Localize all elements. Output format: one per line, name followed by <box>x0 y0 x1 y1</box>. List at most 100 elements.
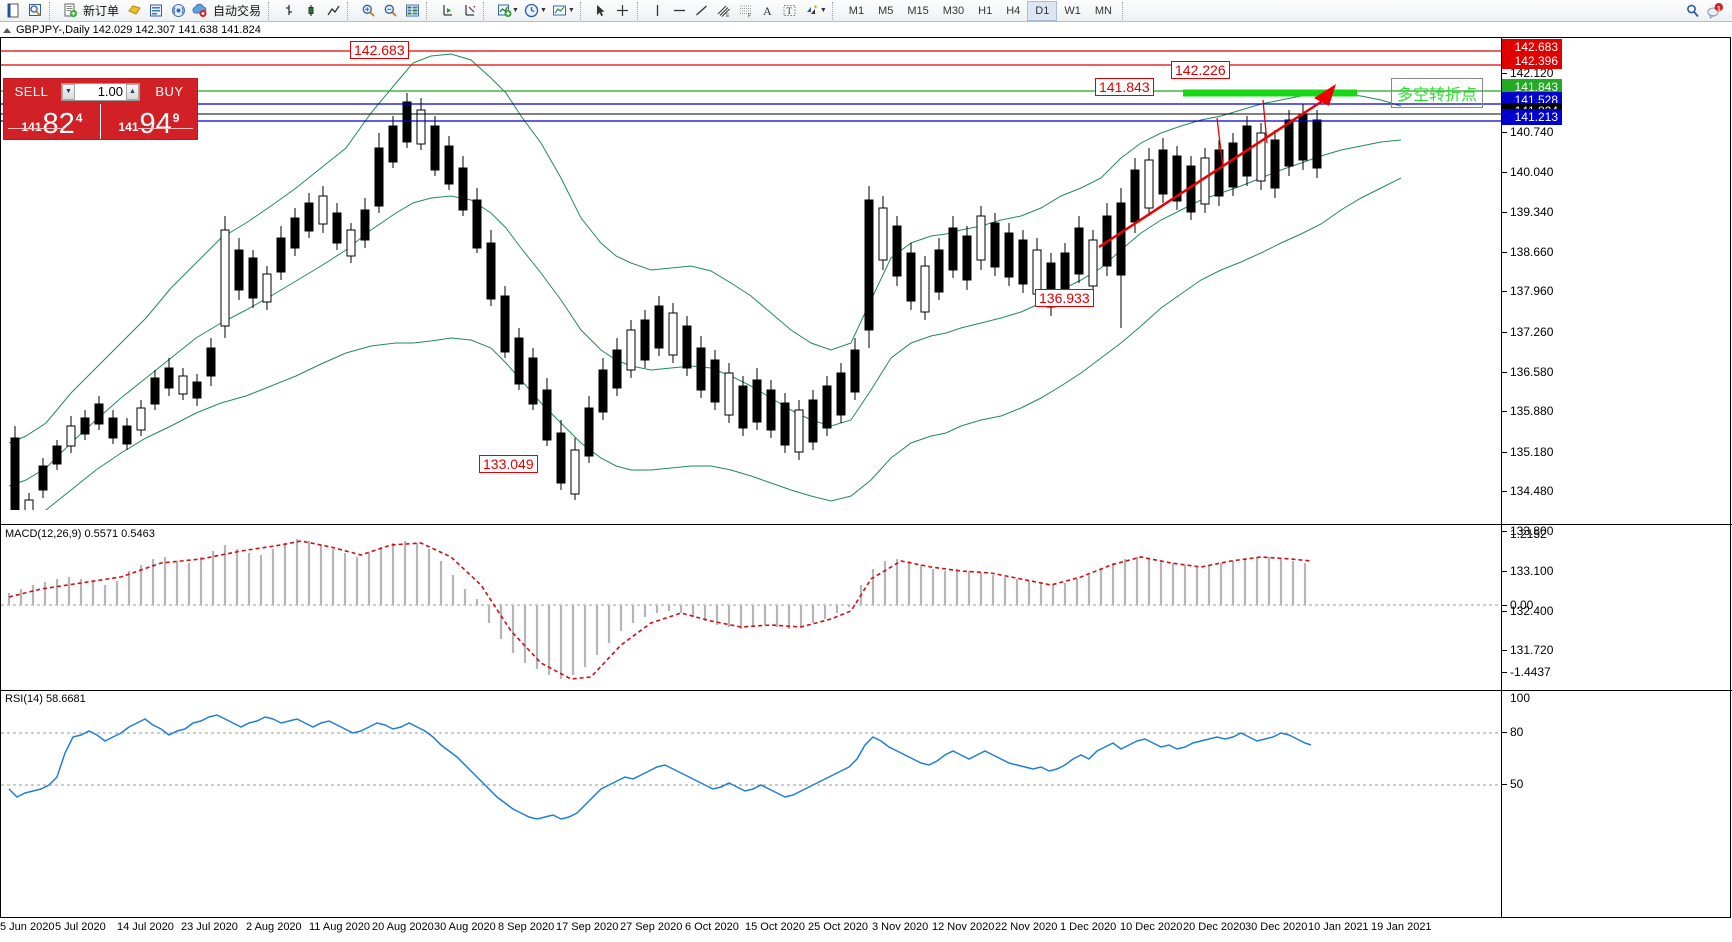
period-clock-icon[interactable] <box>521 1 543 21</box>
date-label: 25 Oct 2020 <box>808 921 868 933</box>
price-tag-142226[interactable]: 142.226 <box>1171 61 1230 79</box>
price-pane[interactable] <box>1 38 1501 510</box>
sell-price-prefix: 141 <box>21 120 42 134</box>
new-order-icon[interactable] <box>59 1 81 21</box>
bollinger-upper-band <box>8 53 1402 444</box>
price-tag-133049[interactable]: 133.049 <box>479 455 538 473</box>
macd-scale-zero: 0.00 <box>1510 598 1534 612</box>
terminal-icon[interactable] <box>145 1 167 21</box>
svg-text:A: A <box>763 4 772 18</box>
macd-indicator-label: MACD(12,26,9) 0.5571 0.5463 <box>3 528 155 540</box>
svg-text:T: T <box>787 6 793 16</box>
macd-pane[interactable] <box>1 527 1501 689</box>
rsi-chart-svg <box>1 714 1501 820</box>
crosshair-icon[interactable] <box>612 1 634 21</box>
zoom-out-icon[interactable] <box>379 1 401 21</box>
search-icon[interactable] <box>1682 1 1704 21</box>
price-tag-136933[interactable]: 136.933 <box>1035 289 1094 307</box>
alert-icon[interactable]: 1 <box>1704 1 1726 21</box>
timeframe-m15[interactable]: M15 <box>907 4 929 17</box>
price-label-133800: 133.800 <box>1510 524 1554 538</box>
equidistant-channel-icon[interactable]: E <box>713 1 735 21</box>
arrows-icon[interactable]: ✦ <box>801 1 823 21</box>
candlestick-chart-icon[interactable] <box>300 1 322 21</box>
one-click-trading-panel[interactable]: SELL ▼ 1.00 ▲ BUY 141 82 4 141 <box>3 78 198 140</box>
timeframe-d1[interactable]: D1 <box>1027 0 1058 21</box>
date-label: 30 Dec 2020 <box>1245 921 1308 933</box>
price-badge-142683: 142.683 <box>1502 39 1562 55</box>
date-label: 14 Jul 2020 <box>117 921 174 933</box>
price-tick <box>1502 372 1507 373</box>
volume-input[interactable]: ▼ 1.00 ▲ <box>61 82 140 101</box>
trendline-icon[interactable] <box>691 1 713 21</box>
volume-decrement-button[interactable]: ▼ <box>62 83 75 100</box>
data-window-icon[interactable] <box>401 1 423 21</box>
volume-value[interactable]: 1.00 <box>97 84 123 99</box>
cursor-icon[interactable] <box>590 1 612 21</box>
price-tick <box>1502 411 1507 412</box>
timeframe-h4[interactable]: H4 <box>1006 4 1021 17</box>
timeframe-w1[interactable]: W1 <box>1064 4 1081 17</box>
trend-tick-1 <box>1216 117 1224 169</box>
yellow-folder-icon[interactable] <box>123 1 145 21</box>
new-order-label[interactable]: 新订单 <box>83 4 120 18</box>
bar-chart-icon[interactable] <box>278 1 300 21</box>
price-tag-141843[interactable]: 141.843 <box>1095 78 1154 96</box>
macd-tick <box>1502 605 1507 606</box>
date-label: 23 Jul 2020 <box>181 921 238 933</box>
rsi-scale-50: 50 <box>1510 777 1524 791</box>
timeframe-m1[interactable]: M1 <box>848 4 865 17</box>
timeframe-mn[interactable]: MN <box>1094 4 1112 17</box>
rsi-pane[interactable] <box>1 693 1501 863</box>
indicator-dropdown-caret-icon[interactable]: ▼ <box>512 7 519 14</box>
timeframe-m5[interactable]: M5 <box>878 4 894 17</box>
auto-scroll-icon[interactable] <box>436 1 458 21</box>
arrows-dropdown-caret-icon[interactable]: ▼ <box>819 7 827 14</box>
date-label: 20 Dec 2020 <box>1183 921 1246 933</box>
templates-dropdown-caret-icon[interactable]: ▼ <box>567 7 575 14</box>
date-label: 15 Oct 2020 <box>745 921 805 933</box>
buy-button[interactable]: 141 94 9 <box>100 104 197 139</box>
rsi-tick <box>1502 784 1507 785</box>
timeframe-m30[interactable]: M30 <box>942 4 965 17</box>
trend-tick-2 <box>1262 99 1268 144</box>
signal-icon[interactable] <box>167 1 189 21</box>
date-axis[interactable]: 5 Jun 2020 5 Jul 2020 14 Jul 2020 23 Jul… <box>0 919 1732 942</box>
volume-increment-button[interactable]: ▲ <box>126 83 139 100</box>
price-tick <box>1502 531 1507 532</box>
price-tag-142683[interactable]: 142.683 <box>350 41 409 59</box>
fibonacci-icon[interactable]: F <box>735 1 757 21</box>
new-chart-icon[interactable] <box>2 1 24 21</box>
add-indicator-icon[interactable] <box>493 1 515 21</box>
date-label: 3 Nov 2020 <box>872 921 929 933</box>
templates-icon[interactable] <box>549 1 571 21</box>
market-watch-icon[interactable] <box>24 1 46 21</box>
date-label: 17 Sep 2020 <box>556 921 619 933</box>
sell-button[interactable]: 141 82 4 <box>4 104 100 139</box>
chart-shift-icon[interactable] <box>458 1 480 21</box>
price-label-131720: 131.720 <box>1510 643 1554 657</box>
autotrade-label[interactable]: 自动交易 <box>213 4 262 18</box>
text-label-icon[interactable]: T <box>779 1 801 21</box>
period-dropdown-caret-icon[interactable]: ▼ <box>539 7 547 14</box>
text-box-turning-point[interactable]: 多空转折点 <box>1391 78 1484 108</box>
sell-label: SELL <box>14 84 49 99</box>
autotrade-icon[interactable] <box>189 1 211 21</box>
rsi-scale-100: 100 <box>1510 691 1531 705</box>
collapse-triangle-icon[interactable] <box>3 27 11 33</box>
rsi-scale-80: 80 <box>1510 725 1524 739</box>
vertical-line-icon[interactable] <box>647 1 669 21</box>
horizontal-line-icon[interactable] <box>669 1 691 21</box>
text-icon[interactable]: A <box>757 1 779 21</box>
price-axis[interactable]: 142.120 140.740 140.040 139.340 138.660 … <box>1501 38 1731 917</box>
chart-frame[interactable]: MACD(12,26,9) 0.5571 0.5463 RSI(14) 58.6… <box>0 37 1732 918</box>
price-tick <box>1502 291 1507 292</box>
price-label-132400: 132.400 <box>1510 604 1554 618</box>
price-tick <box>1502 452 1507 453</box>
line-chart-icon[interactable] <box>322 1 344 21</box>
price-label-137260: 137.260 <box>1510 325 1554 339</box>
svg-text:F: F <box>748 14 751 19</box>
price-tick <box>1502 252 1507 253</box>
zoom-in-icon[interactable] <box>357 1 379 21</box>
timeframe-h1[interactable]: H1 <box>978 4 993 17</box>
